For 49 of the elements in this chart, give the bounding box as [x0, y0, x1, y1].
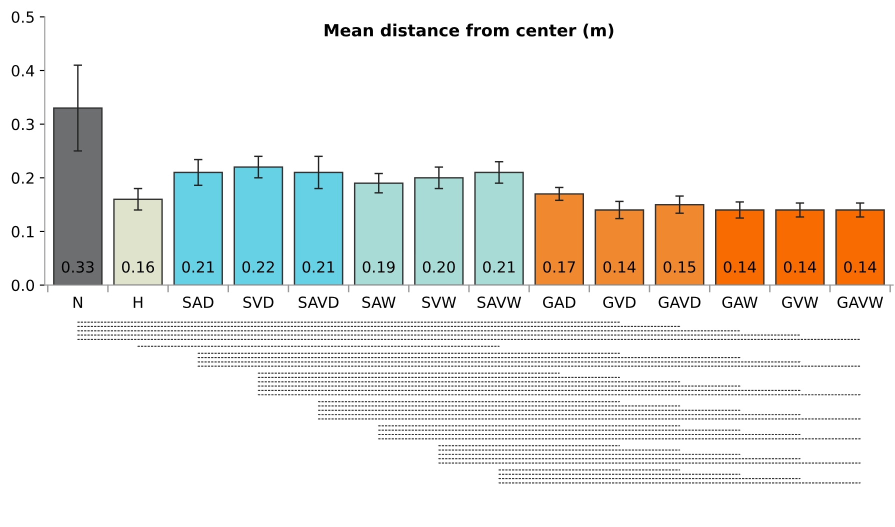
data-label: 0.14 [603, 261, 636, 273]
bar [294, 172, 344, 286]
x-tick-label: GVD [603, 296, 636, 308]
data-label: 0.33 [62, 261, 94, 273]
y-tick-label: 0.4 [12, 64, 34, 77]
x-tick-label: SAVD [298, 296, 338, 308]
bar [835, 209, 885, 286]
x-tick-label: GAD [543, 296, 576, 308]
bar [715, 209, 765, 286]
data-label: 0.21 [302, 261, 334, 273]
bar [594, 209, 644, 286]
y-tick-label: 0.1 [12, 226, 34, 238]
data-label: 0.22 [242, 261, 274, 273]
data-label: 0.20 [422, 261, 455, 273]
bar [534, 193, 584, 286]
x-tick-label: GAVD [658, 296, 700, 308]
data-label: 0.16 [122, 261, 154, 273]
bar [775, 209, 825, 286]
data-label: 0.21 [483, 261, 515, 273]
bar [234, 166, 284, 286]
bar [113, 198, 163, 286]
data-label: 0.21 [182, 261, 214, 273]
y-tick-label: 0.3 [12, 118, 34, 130]
x-tick-label: GVW [782, 296, 818, 308]
data-label: 0.19 [362, 261, 395, 273]
bar [414, 177, 464, 286]
x-tick-label: H [134, 296, 142, 308]
bar [474, 172, 524, 286]
x-tick-label: GAW [722, 296, 758, 308]
x-tick-label: SAD [183, 296, 214, 308]
x-tick-label: N [74, 296, 82, 308]
bar [354, 182, 404, 286]
y-tick-label: 0.5 [12, 11, 34, 23]
y-tick-label: 0.2 [12, 172, 34, 184]
bar [53, 107, 103, 286]
chart-title: Mean distance from center (m) [324, 24, 614, 39]
data-label: 0.17 [543, 261, 575, 273]
data-label: 0.15 [664, 261, 696, 273]
bar [654, 204, 704, 286]
x-tick-label: GAVW [838, 296, 884, 308]
x-tick-label: SAW [362, 296, 396, 308]
data-label: 0.14 [844, 261, 876, 273]
bar [173, 172, 223, 286]
y-tick-label: 0.0 [12, 280, 34, 292]
x-tick-label: SVW [422, 296, 456, 308]
x-tick-label: SVD [243, 296, 274, 308]
x-tick-label: SAVW [478, 296, 522, 308]
data-label: 0.14 [784, 261, 816, 273]
data-label: 0.14 [724, 261, 756, 273]
